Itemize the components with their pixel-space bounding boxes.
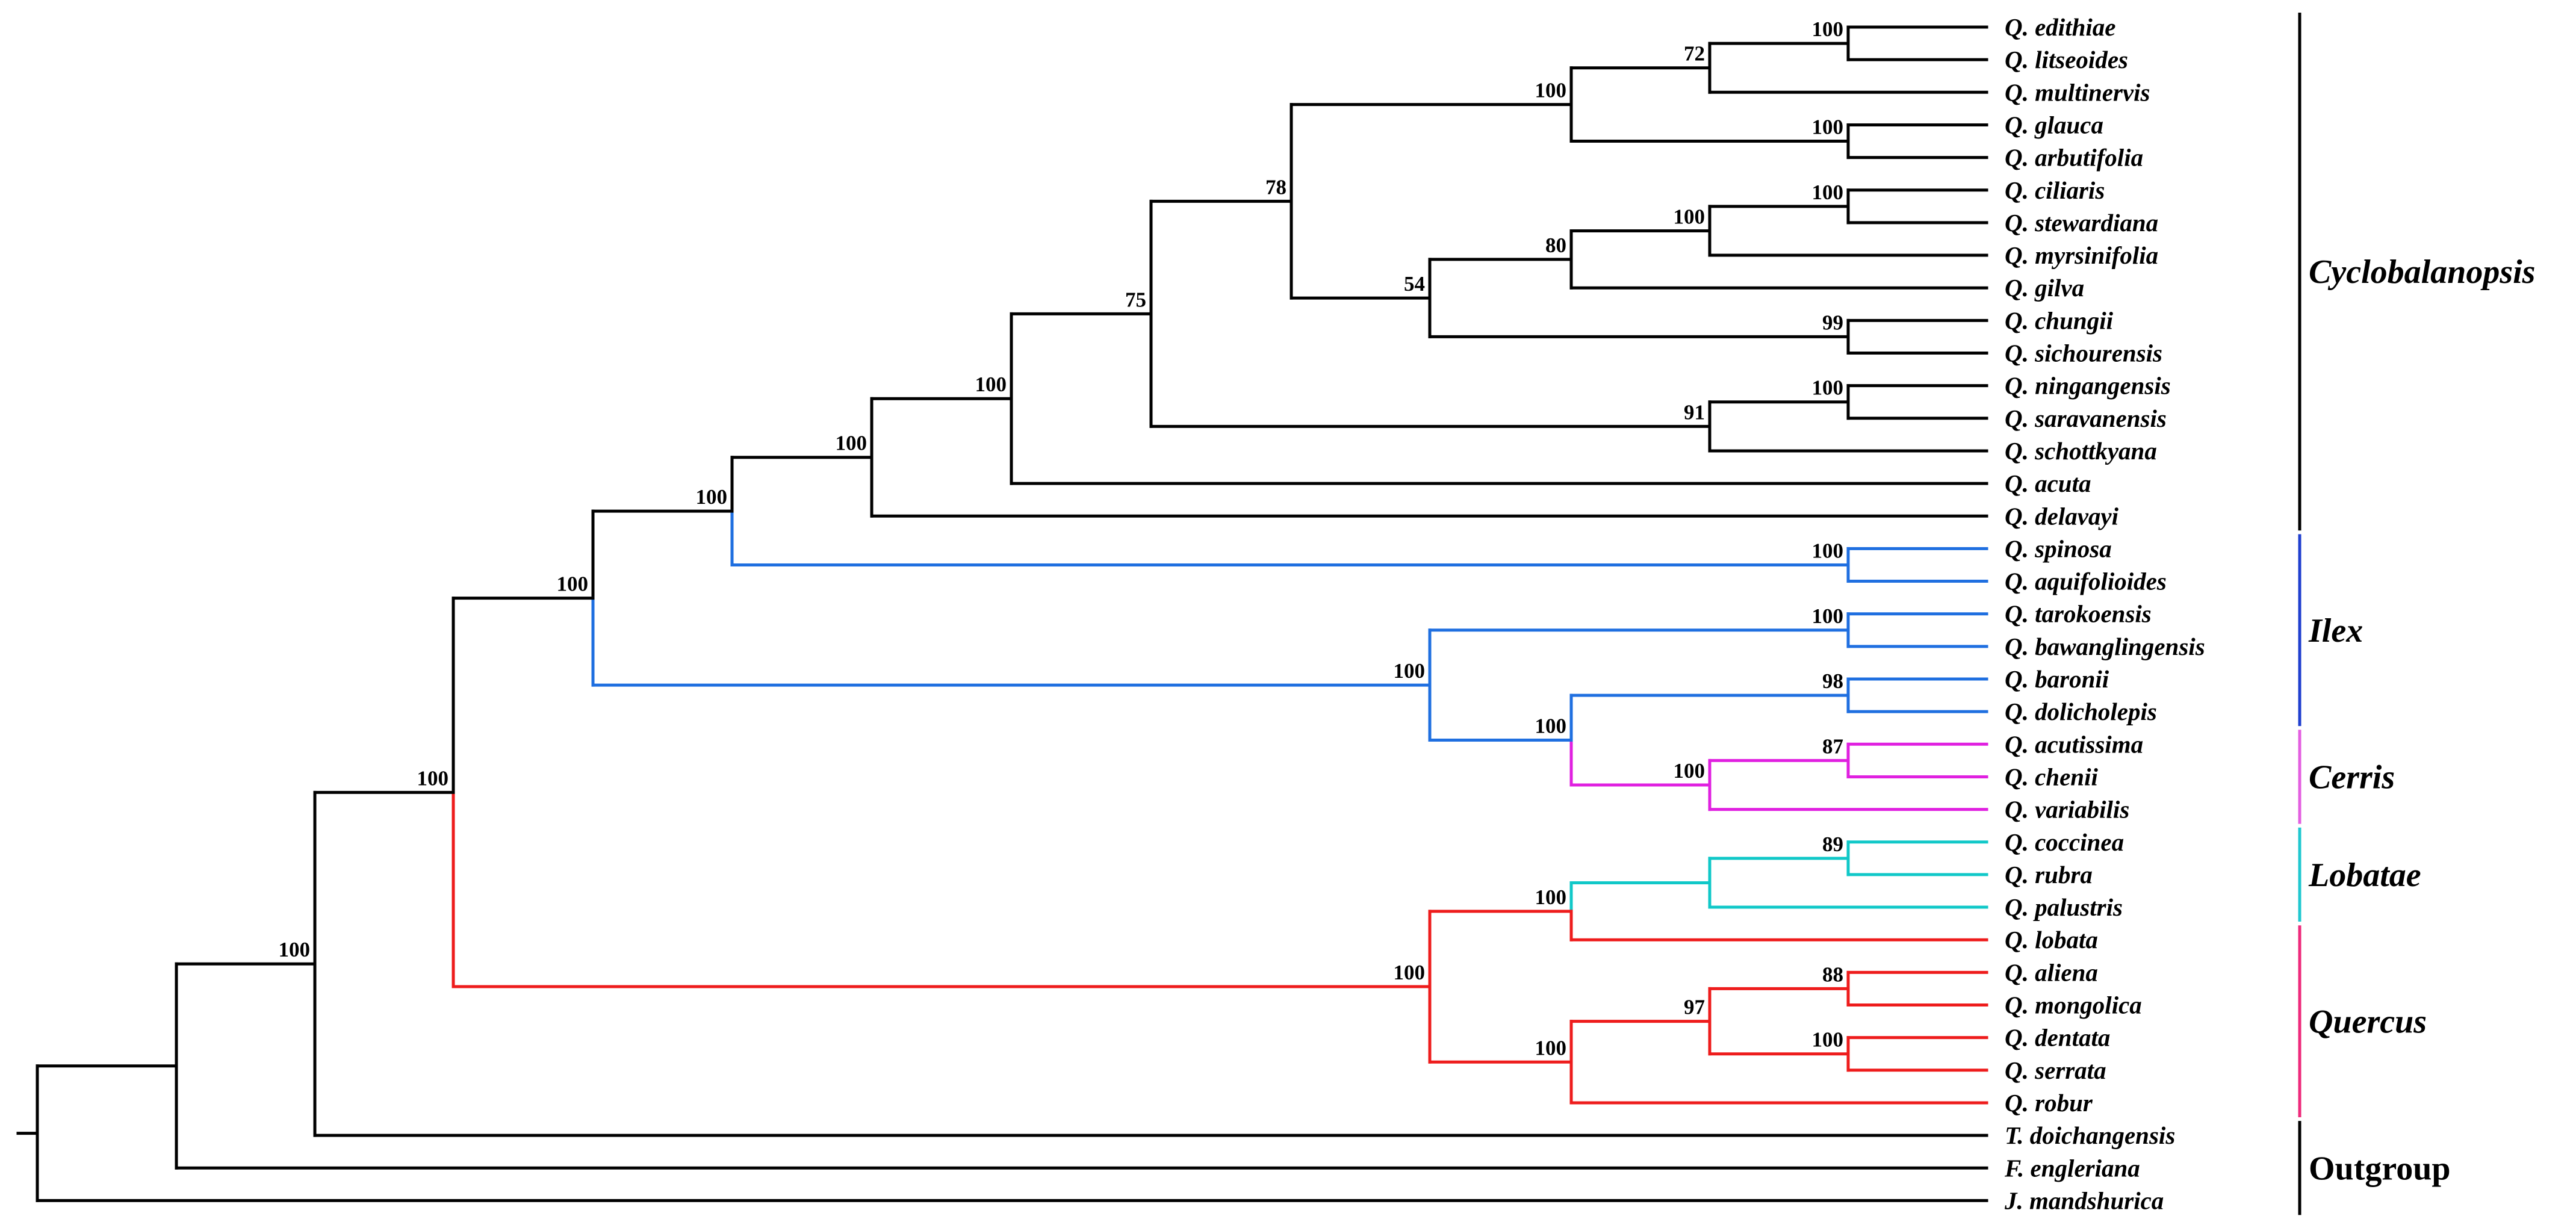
support-value: 100 bbox=[1535, 715, 1567, 738]
taxon-label: Q. glauca bbox=[2005, 111, 2103, 138]
support-value: 100 bbox=[557, 572, 589, 596]
taxon-label: Q. ningangensis bbox=[2005, 372, 2171, 400]
taxon-label: Q. spinosa bbox=[2005, 535, 2112, 562]
taxon-labels: Q. edithiae Q. litseoides Q. multinervis Q.… bbox=[2004, 13, 2205, 1214]
taxon-label: Q. aliena bbox=[2005, 958, 2098, 986]
taxon-label: Q. edithiae bbox=[2005, 13, 2115, 41]
support-value: 75 bbox=[1125, 288, 1146, 311]
clade-label: Quercus bbox=[2309, 1003, 2427, 1041]
support-value: 72 bbox=[1684, 42, 1705, 66]
support-value: 100 bbox=[1812, 539, 1844, 562]
taxon-label: Q. tarokoensis bbox=[2005, 600, 2152, 628]
support-value: 54 bbox=[1404, 272, 1425, 296]
support-value: 100 bbox=[1812, 116, 1844, 139]
support-value: 100 bbox=[1394, 961, 1426, 984]
clade-label: Lobatae bbox=[2308, 857, 2421, 894]
support-values: 100 72 100 100 100 100 80 99 54 78 100 91 75 100 100 10… bbox=[279, 17, 1844, 1059]
support-value: 100 bbox=[417, 766, 449, 790]
support-value: 100 bbox=[1535, 1036, 1567, 1059]
taxon-label: Q. bawanglingensis bbox=[2005, 633, 2205, 660]
clade-brackets: Cyclobalanopsis Ilex Cerris Lobatae Quercus O… bbox=[2298, 13, 2535, 1215]
support-value: 78 bbox=[1265, 175, 1286, 199]
support-value: 98 bbox=[1822, 669, 1843, 693]
taxon-label: Q. coccinea bbox=[2005, 828, 2124, 856]
taxon-label: Q. schottkyana bbox=[2005, 437, 2157, 465]
taxon-label: Q. myrsinifolia bbox=[2005, 241, 2158, 269]
support-value: 100 bbox=[1812, 604, 1844, 628]
support-value: 100 bbox=[975, 373, 1007, 396]
support-value: 87 bbox=[1822, 734, 1843, 758]
taxon-label: Q. litseoides bbox=[2005, 46, 2128, 73]
support-value: 97 bbox=[1684, 996, 1705, 1019]
taxon-label: Q. aquifolioides bbox=[2005, 568, 2167, 595]
support-value: 100 bbox=[1394, 659, 1426, 683]
support-value: 100 bbox=[1535, 885, 1567, 909]
taxon-label: Q. chungii bbox=[2005, 306, 2114, 334]
taxon-label: Q. robur bbox=[2005, 1089, 2093, 1117]
support-value: 100 bbox=[1812, 17, 1844, 41]
support-value: 99 bbox=[1822, 311, 1843, 334]
taxon-label: Q. ciliaris bbox=[2005, 176, 2105, 204]
support-value: 100 bbox=[279, 938, 311, 961]
support-value: 100 bbox=[1535, 79, 1567, 102]
taxon-label: T. doichangensis bbox=[2005, 1121, 2175, 1149]
taxon-label: Q. sichourensis bbox=[2005, 340, 2162, 367]
taxon-label: Q. mongolica bbox=[2005, 991, 2142, 1019]
taxon-label: Q. saravanensis bbox=[2005, 405, 2167, 432]
tree-branches bbox=[16, 25, 1988, 1202]
support-value: 100 bbox=[1812, 181, 1844, 204]
taxon-label: J. mandshurica bbox=[2004, 1186, 2164, 1214]
taxon-label: Q. dolicholepis bbox=[2005, 698, 2157, 725]
clade-label: Cyclobalanopsis bbox=[2309, 253, 2535, 291]
taxon-label: Q. delavayi bbox=[2005, 502, 2119, 530]
support-value: 89 bbox=[1822, 833, 1843, 856]
taxon-label: Q. rubra bbox=[2005, 861, 2093, 889]
support-value: 100 bbox=[1812, 376, 1844, 400]
clade-label: Ilex bbox=[2308, 612, 2363, 650]
taxon-label: Q. gilva bbox=[2005, 274, 2084, 302]
clade-label: Cerris bbox=[2309, 758, 2395, 796]
support-value: 80 bbox=[1545, 234, 1566, 257]
support-value: 100 bbox=[836, 432, 867, 455]
taxon-label: Q. variabilis bbox=[2005, 796, 2129, 823]
taxon-label: Q. dentata bbox=[2005, 1024, 2110, 1052]
support-value: 88 bbox=[1822, 963, 1843, 986]
clade-label: Outgroup bbox=[2309, 1150, 2450, 1187]
support-value: 100 bbox=[1674, 759, 1705, 783]
support-value: 100 bbox=[1812, 1028, 1844, 1052]
taxon-label: Q. palustris bbox=[2005, 893, 2123, 921]
taxon-label: Q. acutissima bbox=[2005, 730, 2143, 758]
taxon-label: F. engleriana bbox=[2004, 1154, 2140, 1182]
taxon-label: Q. baronii bbox=[2005, 665, 2109, 693]
taxon-label: Q. lobata bbox=[2005, 926, 2098, 954]
taxon-label: Q. stewardiana bbox=[2005, 209, 2158, 237]
support-value: 100 bbox=[1674, 205, 1705, 228]
support-value: 100 bbox=[696, 485, 728, 509]
support-value: 91 bbox=[1684, 400, 1705, 424]
taxon-label: Q. chenii bbox=[2005, 763, 2099, 790]
taxon-label: Q. serrata bbox=[2005, 1056, 2106, 1084]
taxon-label: Q. multinervis bbox=[2005, 78, 2150, 106]
taxon-label: Q. arbutifolia bbox=[2005, 144, 2143, 172]
taxon-label: Q. acuta bbox=[2005, 470, 2091, 497]
